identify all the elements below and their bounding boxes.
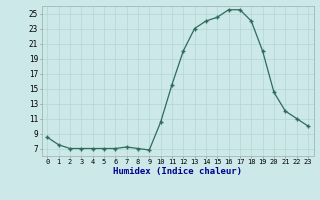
X-axis label: Humidex (Indice chaleur): Humidex (Indice chaleur) [113,167,242,176]
